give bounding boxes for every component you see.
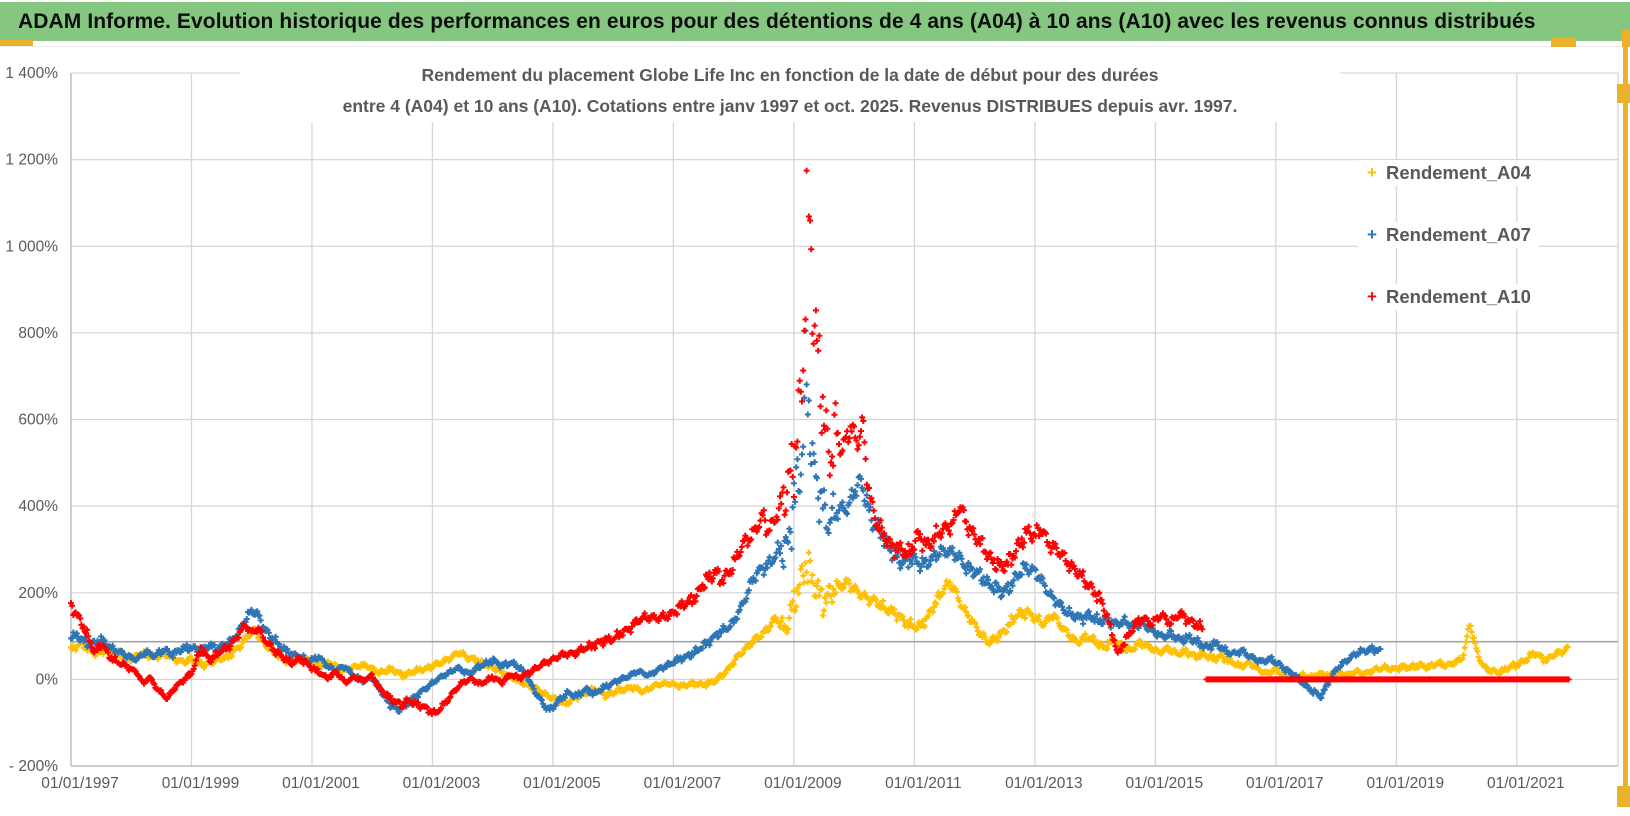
divider-line: [0, 46, 1630, 47]
y-tick-label: 400%: [18, 498, 58, 515]
legend-item-a10[interactable]: + Rendement_A10: [1358, 284, 1539, 310]
banner-title: ADAM Informe. Evolution historique des p…: [18, 9, 1536, 33]
legend-label: Rendement_A04: [1386, 162, 1531, 183]
gold-accent-top-left: [0, 40, 33, 46]
y-tick-label: 600%: [18, 412, 58, 429]
plus-marker-icon: +: [1367, 287, 1377, 306]
y-tick-label: 1 200%: [5, 152, 58, 169]
x-tick-label: 01/01/1997: [41, 775, 119, 792]
chart-title-line1: Rendement du placement Globe Life Inc en…: [421, 65, 1159, 85]
banner: ADAM Informe. Evolution historique des p…: [0, 2, 1630, 41]
series-rendement_a04: [68, 549, 1571, 708]
chart-legend: + Rendement_A04 + Rendement_A07 + Rendem…: [1358, 160, 1539, 346]
legend-item-a04[interactable]: + Rendement_A04: [1358, 160, 1539, 186]
legend-item-a07[interactable]: + Rendement_A07: [1358, 222, 1539, 248]
series-rendement_a10: [68, 104, 1572, 717]
x-tick-label: 01/01/2019: [1367, 775, 1445, 792]
y-tick-label: 200%: [18, 585, 58, 602]
plus-marker-icon: +: [1367, 225, 1377, 244]
chart-title: Rendement du placement Globe Life Inc en…: [240, 60, 1340, 122]
plus-marker-icon: +: [1367, 163, 1377, 182]
x-tick-label: 01/01/2003: [403, 775, 481, 792]
y-tick-label: 1 400%: [5, 65, 58, 82]
legend-label: Rendement_A07: [1386, 224, 1531, 245]
x-tick-label: 01/01/1999: [162, 775, 240, 792]
y-tick-label: 0%: [36, 671, 59, 688]
gold-handle-top: [1617, 84, 1630, 103]
x-tick-label: 01/01/2007: [644, 775, 722, 792]
gold-handle-bottom: [1617, 786, 1630, 807]
x-tick-label: 01/01/2011: [885, 775, 961, 792]
x-tick-label: 01/01/2001: [282, 775, 360, 792]
y-tick-label: 800%: [18, 325, 58, 342]
gold-accent-corner-top: [1622, 30, 1630, 47]
chart-title-line2: entre 4 (A04) et 10 ans (A10). Cotations…: [342, 96, 1238, 116]
y-tick-label: - 200%: [9, 758, 58, 775]
gold-border-right: [1623, 47, 1628, 807]
x-tick-label: 01/01/2013: [1005, 775, 1083, 792]
x-tick-label: 01/01/2005: [523, 775, 601, 792]
gold-accent-header-right: [1551, 38, 1576, 47]
axis-labels: 1 400% 1 200% 1 000% 800% 600% 400% 200% 0% - 20…: [5, 65, 1564, 792]
y-tick-label: 1 000%: [5, 238, 58, 255]
x-tick-label: 01/01/2009: [764, 775, 842, 792]
x-tick-label: 01/01/2021: [1487, 775, 1565, 792]
x-tick-label: 01/01/2017: [1246, 775, 1324, 792]
x-tick-label: 01/01/2015: [1126, 775, 1204, 792]
legend-label: Rendement_A10: [1386, 286, 1531, 307]
